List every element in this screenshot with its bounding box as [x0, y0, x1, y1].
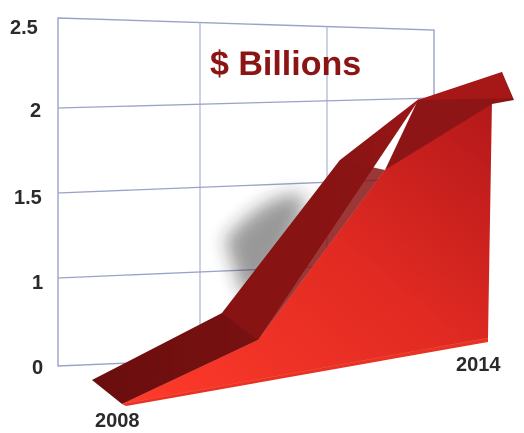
- y-tick-label: 2.5: [10, 17, 38, 39]
- y-tick-label: 2: [30, 100, 41, 122]
- grid-line-horizontal: [57, 97, 435, 109]
- trend-arrow-tip: [418, 72, 512, 100]
- x-end-label: 2014: [456, 354, 501, 376]
- ribbon-shadow: [225, 194, 305, 300]
- y-tick-label: 0: [32, 357, 43, 379]
- growth-area: [122, 100, 492, 404]
- growth-area-edge: [122, 338, 488, 406]
- y-axis: 2.5 2 1.5 1 0: [10, 17, 43, 379]
- growth-ribbon-face: [222, 160, 385, 340]
- x-start-label: 2008: [95, 410, 140, 432]
- y-tick-label: 1: [32, 272, 43, 294]
- y-tick-label: 1.5: [14, 187, 42, 209]
- chart-title: $ Billions: [210, 45, 361, 83]
